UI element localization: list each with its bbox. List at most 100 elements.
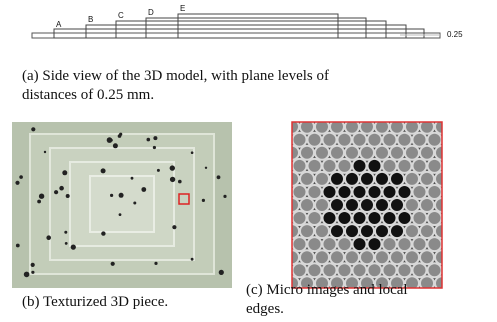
lens (450, 146, 464, 160)
lens (315, 224, 329, 238)
texture-dot (178, 180, 182, 184)
lens (450, 224, 464, 238)
texture-dot (31, 127, 35, 131)
texture-dot (31, 263, 35, 267)
lens (323, 185, 337, 199)
lens (278, 159, 292, 173)
texture-dot (133, 202, 136, 205)
lens (473, 289, 487, 303)
lens (428, 107, 442, 121)
lens (398, 185, 412, 199)
lens (278, 211, 292, 225)
lens (375, 250, 389, 264)
lens (278, 107, 292, 121)
lens (398, 133, 412, 147)
lens (473, 211, 487, 225)
lens (338, 185, 352, 199)
lens (398, 107, 412, 121)
lens (465, 120, 479, 134)
texture-dot (31, 271, 34, 274)
lens (428, 159, 442, 173)
lens (345, 250, 359, 264)
texture-dot (46, 235, 51, 240)
texture-dot (101, 168, 106, 173)
lens (308, 185, 322, 199)
caption: (b) Texturized 3D piece. (22, 294, 168, 310)
texture-dot (119, 193, 124, 198)
lens (443, 159, 457, 173)
lens (473, 185, 487, 199)
lens (465, 172, 479, 186)
texture-dot (113, 143, 118, 148)
level-b (86, 25, 406, 38)
lens (270, 250, 284, 264)
lens (300, 198, 314, 212)
texture-dot (153, 146, 156, 149)
lens (353, 185, 367, 199)
lens (255, 146, 269, 160)
lens (255, 120, 269, 134)
texture-dot (59, 186, 64, 191)
page: {"figure_a": {"labels": ["A", "B", "C", … (0, 0, 497, 322)
lens (383, 185, 397, 199)
lens (458, 237, 472, 251)
texture-dot (65, 242, 68, 245)
lens (390, 250, 404, 264)
lens (315, 146, 329, 160)
lens (405, 198, 419, 212)
lens (450, 250, 464, 264)
lens (450, 120, 464, 134)
lens (443, 237, 457, 251)
lens (353, 159, 367, 173)
lens (383, 237, 397, 251)
lens (390, 146, 404, 160)
level-label: B (88, 15, 93, 24)
level-label: E (180, 4, 185, 13)
lens (300, 146, 314, 160)
lens (300, 250, 314, 264)
lens (375, 224, 389, 238)
texture-dot (107, 137, 113, 143)
lens (345, 224, 359, 238)
lens (458, 185, 472, 199)
lens (300, 172, 314, 186)
texture-dot (217, 175, 221, 179)
lens (278, 237, 292, 251)
micro-image (255, 107, 487, 304)
texture-dot (66, 194, 70, 198)
lens (338, 107, 352, 121)
lens (368, 185, 382, 199)
texture-dot (111, 262, 115, 266)
texture-dot (101, 231, 105, 235)
lens (383, 159, 397, 173)
lens (270, 146, 284, 160)
lens (263, 237, 277, 251)
caption-line: (a) Side view of the 3D model, with plan… (22, 68, 329, 84)
lens (428, 133, 442, 147)
lens (375, 172, 389, 186)
lens (338, 211, 352, 225)
texture-dot (62, 170, 67, 175)
lens (360, 250, 374, 264)
lens (465, 224, 479, 238)
lens (473, 237, 487, 251)
lens (293, 133, 307, 147)
lens (270, 198, 284, 212)
level-base (32, 33, 440, 38)
lens (443, 185, 457, 199)
lens (398, 263, 412, 277)
lens (428, 237, 442, 251)
texture-dot (39, 194, 44, 199)
lens (473, 107, 487, 121)
lens (413, 185, 427, 199)
lens (338, 133, 352, 147)
lens (263, 263, 277, 277)
lens (270, 172, 284, 186)
lens (345, 172, 359, 186)
lens (278, 133, 292, 147)
lens (323, 107, 337, 121)
lens (263, 133, 277, 147)
lens (428, 263, 442, 277)
lens (450, 276, 464, 290)
texture-dot (172, 225, 176, 229)
